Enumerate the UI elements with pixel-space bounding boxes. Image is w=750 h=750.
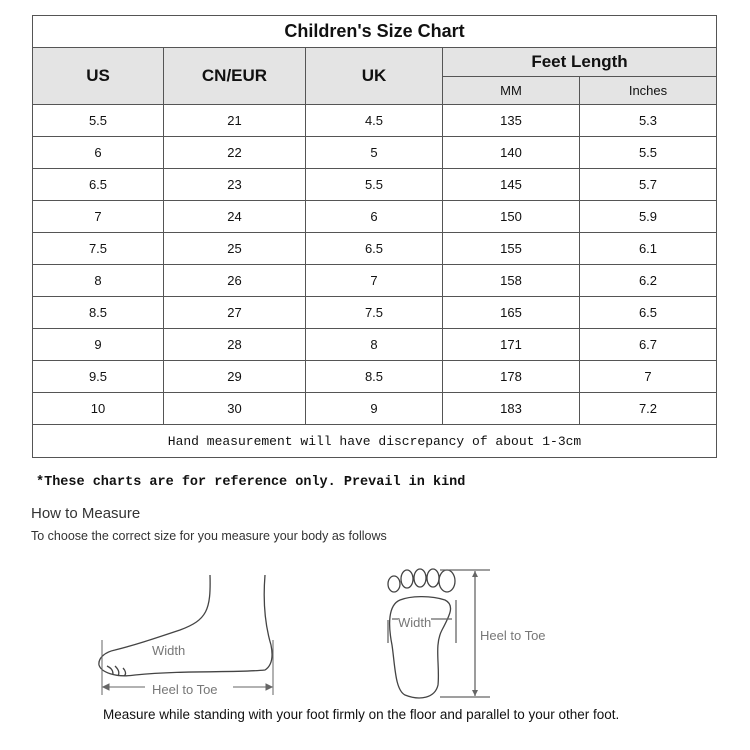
cell-inches: 5.5: [579, 136, 717, 169]
cell-cn-eur: 23: [163, 168, 306, 201]
cell-mm: 140: [442, 136, 580, 169]
table-title: Children's Size Chart: [32, 15, 717, 48]
top-width-label: Width: [398, 615, 432, 630]
cell-us: 10: [32, 392, 164, 425]
cell-uk: 6: [305, 200, 443, 233]
table-row: 9 28 8 171 6.7: [32, 328, 717, 361]
cell-uk: 9: [305, 392, 443, 425]
cell-cn-eur: 24: [163, 200, 306, 233]
table-row: 5.5 21 4.5 135 5.3: [32, 104, 717, 137]
cell-us: 6.5: [32, 168, 164, 201]
header-mm: MM: [442, 76, 580, 105]
cell-uk: 7: [305, 264, 443, 297]
table-row: 9.5 29 8.5 178 7: [32, 360, 717, 393]
cell-uk: 8.5: [305, 360, 443, 393]
cell-cn-eur: 30: [163, 392, 306, 425]
table-row: 6.5 23 5.5 145 5.7: [32, 168, 717, 201]
table-row: 8.5 27 7.5 165 6.5: [32, 296, 717, 329]
cell-us: 7.5: [32, 232, 164, 265]
cell-inches: 5.7: [579, 168, 717, 201]
cell-cn-eur: 21: [163, 104, 306, 137]
cell-us: 7: [32, 200, 164, 233]
table-row: 8 26 7 158 6.2: [32, 264, 717, 297]
cell-cn-eur: 26: [163, 264, 306, 297]
cell-mm: 158: [442, 264, 580, 297]
cell-uk: 6.5: [305, 232, 443, 265]
cell-mm: 150: [442, 200, 580, 233]
cell-mm: 178: [442, 360, 580, 393]
cell-uk: 7.5: [305, 296, 443, 329]
cell-cn-eur: 22: [163, 136, 306, 169]
side-foot-illustration: [98, 574, 274, 695]
header-us: US: [32, 47, 164, 105]
how-to-measure-subtitle: To choose the correct size for you measu…: [31, 529, 387, 543]
cell-mm: 145: [442, 168, 580, 201]
cell-uk: 4.5: [305, 104, 443, 137]
table-row: 6 22 5 140 5.5: [32, 136, 717, 169]
cell-inches: 6.7: [579, 328, 717, 361]
cell-inches: 5.3: [579, 104, 717, 137]
size-chart-table: Children's Size Chart US CN/EUR UK Feet …: [32, 15, 717, 458]
cell-us: 8.5: [32, 296, 164, 329]
cell-mm: 155: [442, 232, 580, 265]
side-width-label: Width: [152, 643, 186, 658]
table-footer-note: Hand measurement will have discrepancy o…: [32, 424, 717, 458]
cell-uk: 5: [305, 136, 443, 169]
cell-uk: 5.5: [305, 168, 443, 201]
header-uk: UK: [305, 47, 443, 105]
cell-inches: 7.2: [579, 392, 717, 425]
cell-us: 5.5: [32, 104, 164, 137]
cell-inches: 6.2: [579, 264, 717, 297]
cell-us: 6: [32, 136, 164, 169]
table-row: 7 24 6 150 5.9: [32, 200, 717, 233]
measure-instruction: Measure while standing with your foot fi…: [103, 707, 620, 722]
how-to-measure-title: How to Measure: [31, 505, 141, 522]
header-feet-length: Feet Length: [442, 47, 717, 77]
cell-cn-eur: 27: [163, 296, 306, 329]
cell-inches: 7: [579, 360, 717, 393]
cell-mm: 135: [442, 104, 580, 137]
cell-uk: 8: [305, 328, 443, 361]
side-length-label: Heel to Toe: [152, 682, 218, 697]
cell-mm: 165: [442, 296, 580, 329]
cell-us: 9: [32, 328, 164, 361]
cell-cn-eur: 29: [163, 360, 306, 393]
table-row: 10 30 9 183 7.2: [32, 392, 717, 425]
reference-note: *These charts are for reference only. Pr…: [36, 475, 466, 490]
cell-cn-eur: 25: [163, 232, 306, 265]
cell-cn-eur: 28: [163, 328, 306, 361]
cell-inches: 5.9: [579, 200, 717, 233]
header-cn-eur: CN/EUR: [163, 47, 306, 105]
cell-us: 9.5: [32, 360, 164, 393]
cell-us: 8: [32, 264, 164, 297]
top-length-label: Heel to Toe: [480, 628, 546, 643]
header-inches: Inches: [579, 76, 717, 105]
cell-inches: 6.5: [579, 296, 717, 329]
cell-mm: 171: [442, 328, 580, 361]
cell-inches: 6.1: [579, 232, 717, 265]
cell-mm: 183: [442, 392, 580, 425]
table-row: 7.5 25 6.5 155 6.1: [32, 232, 717, 265]
